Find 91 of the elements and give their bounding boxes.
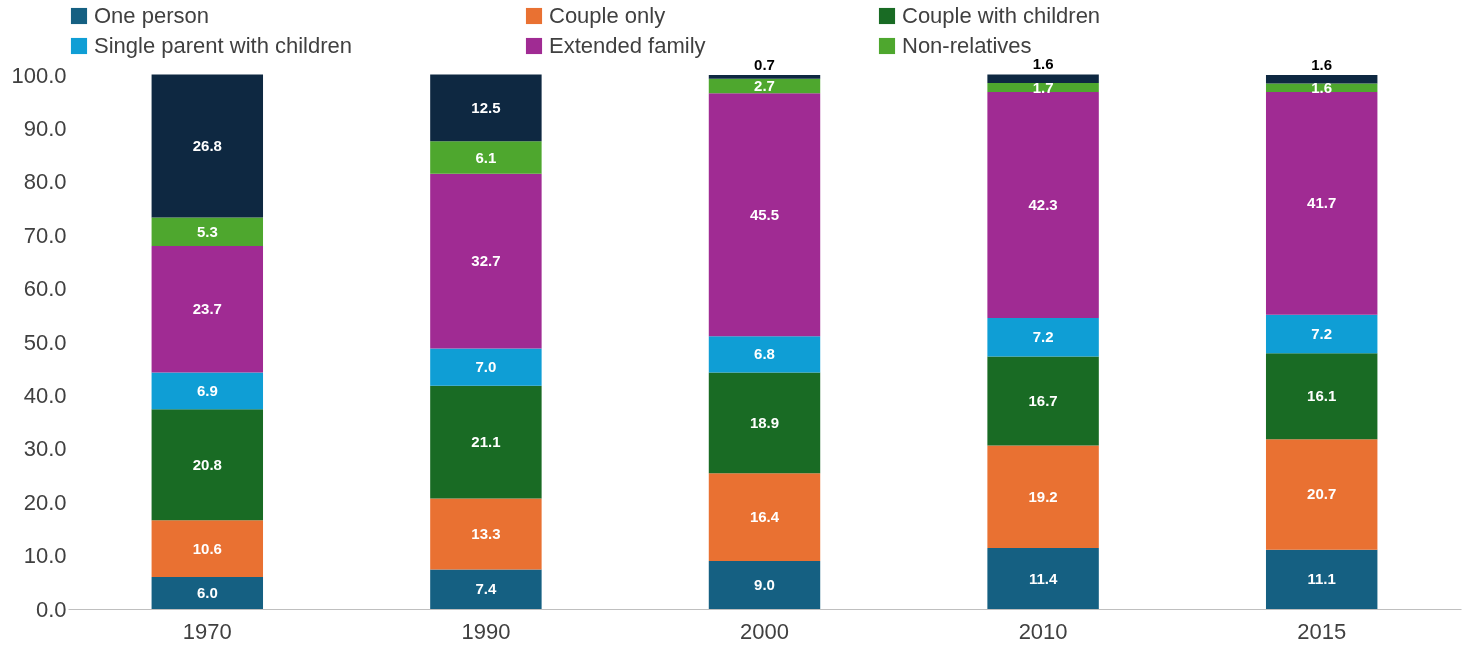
bar bbox=[430, 498, 542, 570]
bar bbox=[708, 93, 821, 337]
bar bbox=[1265, 353, 1378, 440]
bar bbox=[1265, 314, 1378, 354]
data-label: 20.7 bbox=[1307, 485, 1337, 503]
y-tick-label: 0.0 bbox=[35, 596, 67, 622]
y-tick-label: 50.0 bbox=[23, 329, 67, 355]
y-tick-label: 30.0 bbox=[23, 436, 67, 462]
bar bbox=[151, 74, 264, 218]
data-label: 13.3 bbox=[471, 524, 501, 542]
data-label: 6.8 bbox=[754, 345, 775, 363]
y-tick-label: 80.0 bbox=[23, 169, 67, 195]
bar bbox=[151, 520, 264, 577]
y-tick-label: 100.0 bbox=[11, 62, 67, 88]
data-label: 7.4 bbox=[475, 580, 497, 598]
bar bbox=[987, 445, 1099, 549]
data-label: 10.6 bbox=[192, 539, 222, 557]
data-label: 21.1 bbox=[471, 433, 501, 451]
bar bbox=[1265, 439, 1378, 550]
data-label: 16.1 bbox=[1307, 387, 1337, 405]
legend-label: Couple with children bbox=[902, 3, 1101, 28]
legend-label: Single parent with children bbox=[94, 33, 353, 58]
data-label: 45.5 bbox=[749, 205, 780, 223]
bar bbox=[430, 385, 542, 499]
x-tick-label: 2015 bbox=[1297, 618, 1347, 644]
data-label: 11.4 bbox=[1028, 569, 1058, 587]
bar bbox=[708, 336, 821, 373]
legend-label: One person bbox=[94, 3, 209, 28]
data-label: 19.2 bbox=[1028, 487, 1058, 505]
x-tick-label: 1990 bbox=[461, 618, 511, 644]
data-label: 6.1 bbox=[475, 148, 497, 166]
bar bbox=[708, 473, 821, 561]
data-label: 0.7 bbox=[754, 56, 775, 73]
bar bbox=[151, 409, 264, 521]
data-label: 11.1 bbox=[1307, 570, 1336, 588]
legend-label: Extended family bbox=[549, 33, 706, 58]
data-label: 7.0 bbox=[475, 358, 497, 376]
bar bbox=[708, 372, 821, 474]
data-label: 32.7 bbox=[471, 252, 501, 270]
bar bbox=[430, 74, 542, 142]
data-label: 41.7 bbox=[1307, 194, 1337, 212]
bar bbox=[1265, 75, 1378, 84]
y-tick-label: 20.0 bbox=[23, 489, 67, 515]
data-label: 1.6 bbox=[1311, 78, 1333, 96]
bar bbox=[708, 78, 821, 94]
bar bbox=[1265, 92, 1378, 315]
bar bbox=[987, 74, 1099, 84]
legend-label: Non-relatives bbox=[902, 33, 1032, 58]
data-label: 1.6 bbox=[1032, 55, 1054, 73]
data-label: 12.5 bbox=[471, 98, 501, 116]
bar bbox=[151, 245, 264, 373]
bar bbox=[987, 83, 1099, 93]
data-label: 26.8 bbox=[192, 137, 222, 155]
data-label: 6.0 bbox=[196, 583, 218, 601]
x-tick-label: 1970 bbox=[182, 618, 232, 644]
data-label: 6.9 bbox=[196, 381, 218, 399]
bar bbox=[987, 356, 1099, 446]
bar bbox=[151, 576, 264, 609]
data-label: 23.7 bbox=[192, 300, 222, 318]
y-tick-label: 90.0 bbox=[23, 115, 67, 141]
data-label: 16.4 bbox=[749, 508, 780, 526]
y-tick-label: 70.0 bbox=[23, 222, 67, 248]
bar bbox=[151, 372, 264, 410]
legend-label: Couple only bbox=[549, 3, 666, 28]
bar bbox=[708, 75, 821, 79]
data-label: 5.3 bbox=[196, 222, 218, 240]
bar bbox=[430, 173, 542, 349]
bar bbox=[987, 92, 1099, 318]
data-label: 9.0 bbox=[754, 575, 775, 593]
bar bbox=[430, 569, 542, 609]
y-tick-label: 40.0 bbox=[23, 382, 67, 408]
data-label: 7.2 bbox=[1032, 328, 1054, 346]
x-tick-label: 2010 bbox=[1018, 618, 1068, 644]
data-label: 20.8 bbox=[192, 455, 222, 473]
data-label: 1.7 bbox=[1032, 78, 1054, 96]
bar bbox=[1265, 549, 1378, 609]
data-label: 1.6 bbox=[1311, 56, 1333, 73]
bar bbox=[151, 217, 264, 246]
data-label: 2.7 bbox=[754, 76, 775, 94]
y-tick-label: 10.0 bbox=[23, 543, 67, 569]
bar bbox=[987, 548, 1099, 609]
bar bbox=[708, 560, 821, 609]
bar bbox=[430, 141, 542, 174]
bar bbox=[430, 348, 542, 386]
bar bbox=[987, 317, 1099, 357]
y-tick-label: 60.0 bbox=[23, 276, 67, 302]
data-label: 7.2 bbox=[1311, 324, 1333, 342]
data-label: 42.3 bbox=[1028, 196, 1058, 214]
data-label: 16.7 bbox=[1028, 392, 1058, 410]
data-label: 18.9 bbox=[749, 413, 780, 431]
x-tick-label: 2000 bbox=[740, 618, 789, 644]
